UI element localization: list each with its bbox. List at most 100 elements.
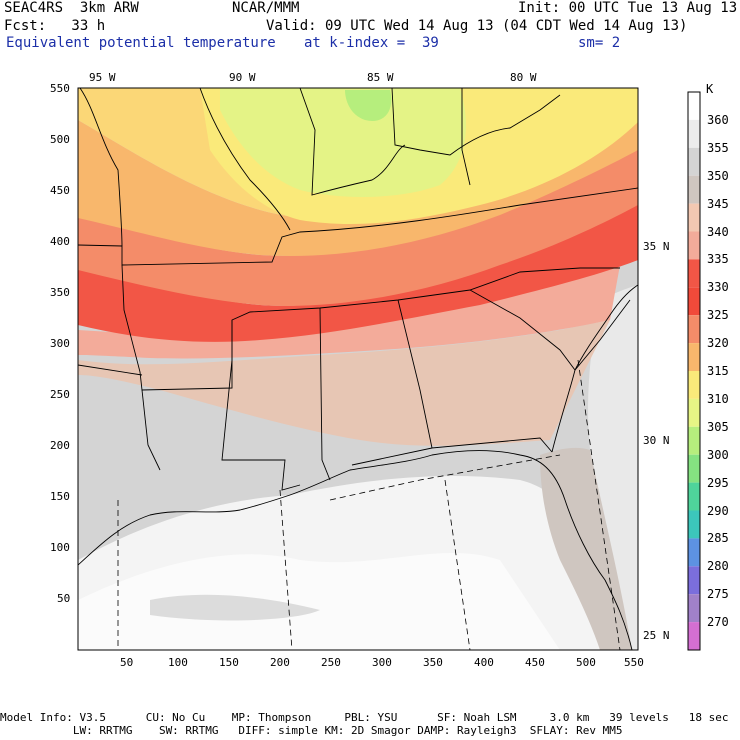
gulf-coastline [78,450,633,650]
colorbar-level-label: 355 [707,140,729,155]
footer-physics: LW: RRTMG SW: RRTMG DIFF: simple KM: 2D … [0,724,623,737]
lat-label-35n: 35 N [643,240,670,253]
colorbar-swatch [688,622,700,650]
theta-e-field [78,88,638,650]
colorbar-level-label: 300 [707,447,729,462]
field-name: Equivalent potential temperature [6,35,276,51]
y-tick-50: 50 [57,592,71,605]
colorbar-swatch [688,119,700,148]
colorbar-swatch [688,175,700,204]
y-tick-250: 250 [50,388,70,401]
meridian-line [577,359,621,650]
colorbar-level-label: 305 [707,419,729,434]
boundary-line [461,88,471,186]
lon-label-90w: 90 W [229,71,256,84]
colorbar-level-label: 350 [707,168,729,183]
y-tick-550: 550 [50,82,70,95]
colorbar-swatch [688,231,700,260]
colorbar-unit: K [706,82,714,96]
footer-model-info: Model Info: V3.5 CU: No Cu MP: Thompson … [0,711,729,724]
colorbar-frame [687,91,701,651]
band-305 [220,88,466,197]
band-340 [78,320,610,446]
y-tick-500: 500 [50,133,70,146]
x-tick-400: 400 [474,656,494,669]
parallel-line [329,454,561,501]
x-tick-300: 300 [372,656,392,669]
boundary-line [141,389,161,471]
band-330 [78,200,638,342]
boundary-line [121,264,620,391]
boundary-line [78,187,638,266]
meridian-line [279,489,293,650]
colorbar-swatch [688,259,700,288]
x-tick-350: 350 [423,656,443,669]
boundary-line [79,88,123,247]
gulf-white-area [78,552,560,650]
y-tick-200: 200 [50,439,70,452]
forecast-hour: Fcst: 33 h [4,18,106,34]
colorbar-level-label: 280 [707,559,729,574]
colorbar-level-label: 335 [707,252,729,267]
boundary-line [319,307,331,481]
colorbar-level-label: 340 [707,224,729,239]
colorbar-level-label: 345 [707,196,729,211]
colorbar-swatch [688,538,700,567]
org-label: NCAR/MMM [232,0,300,16]
colorbar-level-label: 320 [707,336,729,351]
colorbar-swatch [688,454,700,483]
band-300 [345,90,392,121]
colorbar-level-label: 290 [707,503,729,518]
smoothing-label: sm= 2 [578,35,621,51]
graticule [117,359,621,650]
x-tick-200: 200 [270,656,290,669]
boundary-line [221,320,301,491]
valid-time: Valid: 09 UTC Wed 14 Aug 13 (04 CDT Wed … [266,18,688,34]
colorbar-level-label: 325 [707,308,729,323]
init-time: Init: 00 UTC Tue 13 Aug 13 [518,0,738,16]
lat-label-25n: 25 N [643,629,670,642]
level-label: at k-index = 39 [304,35,439,51]
lon-label-85w: 85 W [367,71,394,84]
colorbar-swatch [688,426,700,455]
x-tick-450: 450 [525,656,545,669]
atlantic-field [588,285,638,650]
y-tick-300: 300 [50,337,70,350]
colorbar-swatch [688,510,700,539]
x-tick-550: 550 [624,656,644,669]
colorbar-level-label: 330 [707,280,729,295]
colorbar-level-label: 275 [707,587,729,602]
colorbar-swatch [688,398,700,427]
colorbar-swatch [688,343,700,371]
boundary-line [351,447,433,466]
x-tick-250: 250 [321,656,341,669]
colorbar-swatch [688,315,700,344]
colorbar-swatch [688,203,700,232]
boundary-line [299,88,406,196]
x-tick-500: 500 [576,656,596,669]
colorbar-level-label: 310 [707,391,729,406]
colorbar-swatch [688,594,700,623]
y-tick-150: 150 [50,490,70,503]
colorbar-swatch [688,287,700,316]
y-tick-350: 350 [50,286,70,299]
colorbar-level-label: 360 [707,112,729,127]
colorbar-level-label: 270 [707,615,729,630]
y-tick-100: 100 [50,541,70,554]
boundaries [78,88,638,650]
colorbar-level-label: 285 [707,531,729,546]
colorbar-level-label: 315 [707,364,729,378]
boundary-line [199,88,291,231]
colorbar-swatch [688,371,700,399]
y-tick-400: 400 [50,235,70,248]
colorbar-swatch [688,566,700,595]
lon-label-80w: 80 W [510,71,537,84]
colorbar [687,91,701,651]
boundary-line [78,364,143,376]
colorbar-level-label: 295 [707,475,729,490]
x-tick-100: 100 [168,656,188,669]
y-tick-450: 450 [50,184,70,197]
lon-label-95w: 95 W [89,71,116,84]
band-320 [78,100,638,256]
